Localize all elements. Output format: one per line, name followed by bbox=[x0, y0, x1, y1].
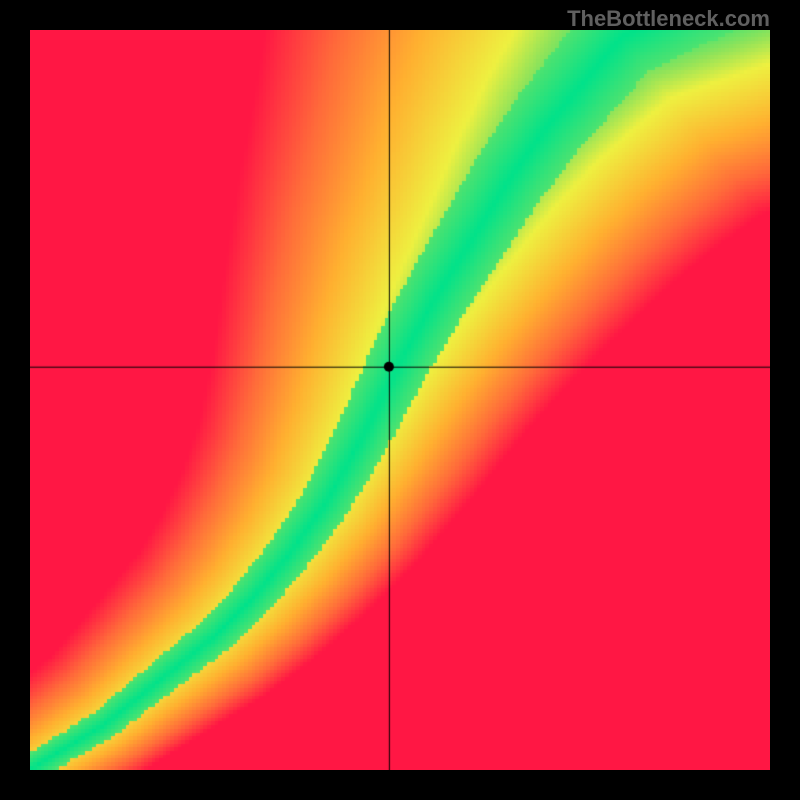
watermark-text: TheBottleneck.com bbox=[567, 6, 770, 32]
chart-frame: TheBottleneck.com bbox=[0, 0, 800, 800]
heatmap-canvas bbox=[30, 30, 770, 770]
heatmap-plot bbox=[30, 30, 770, 770]
